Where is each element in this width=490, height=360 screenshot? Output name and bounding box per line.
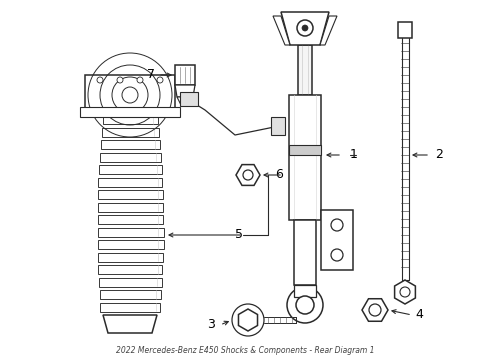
Circle shape (117, 77, 123, 83)
Circle shape (137, 77, 143, 83)
Bar (289, 145, 321, 155)
Circle shape (369, 304, 381, 316)
Polygon shape (273, 16, 290, 45)
Bar (100, 290, 161, 300)
Bar (102, 127, 159, 137)
Bar (98, 240, 164, 249)
Text: 1: 1 (350, 148, 358, 162)
Bar (100, 302, 160, 312)
Text: 6: 6 (275, 168, 283, 181)
Bar (298, 45, 312, 95)
Text: 4: 4 (415, 309, 423, 321)
Circle shape (296, 296, 314, 314)
Bar (98, 228, 164, 237)
Circle shape (157, 77, 163, 83)
Circle shape (400, 287, 410, 297)
Bar (98, 265, 162, 274)
Circle shape (331, 219, 343, 231)
Circle shape (302, 25, 308, 31)
Circle shape (122, 87, 138, 103)
Bar (175, 65, 195, 85)
Circle shape (97, 77, 103, 83)
Polygon shape (177, 97, 193, 105)
Bar (98, 177, 162, 187)
Text: 2022 Mercedes-Benz E450 Shocks & Components - Rear Diagram 1: 2022 Mercedes-Benz E450 Shocks & Compone… (116, 346, 374, 355)
Bar (271, 117, 285, 135)
Bar (398, 22, 412, 38)
Polygon shape (236, 165, 260, 185)
Text: 2: 2 (435, 148, 443, 162)
Text: 3: 3 (207, 319, 215, 332)
Circle shape (297, 20, 313, 36)
Bar (98, 202, 163, 212)
Polygon shape (239, 309, 258, 331)
Polygon shape (103, 315, 157, 333)
Polygon shape (394, 280, 416, 304)
Text: 5: 5 (235, 229, 243, 242)
Polygon shape (175, 85, 195, 97)
Bar (98, 215, 163, 224)
Bar (321, 210, 353, 270)
Bar (100, 153, 161, 162)
Circle shape (243, 170, 253, 180)
Bar (289, 95, 321, 220)
Bar (85, 75, 175, 115)
Bar (294, 285, 316, 297)
Bar (99, 278, 162, 287)
Polygon shape (281, 12, 329, 45)
Polygon shape (320, 16, 337, 45)
Bar (98, 190, 163, 199)
Text: 7: 7 (147, 68, 155, 81)
Bar (101, 140, 160, 149)
Bar (180, 92, 198, 106)
Circle shape (331, 249, 343, 261)
Bar (103, 115, 158, 124)
Bar (294, 220, 316, 285)
Bar (80, 107, 180, 117)
Circle shape (287, 287, 323, 323)
Polygon shape (362, 299, 388, 321)
Bar (98, 252, 163, 262)
Bar (99, 165, 162, 174)
